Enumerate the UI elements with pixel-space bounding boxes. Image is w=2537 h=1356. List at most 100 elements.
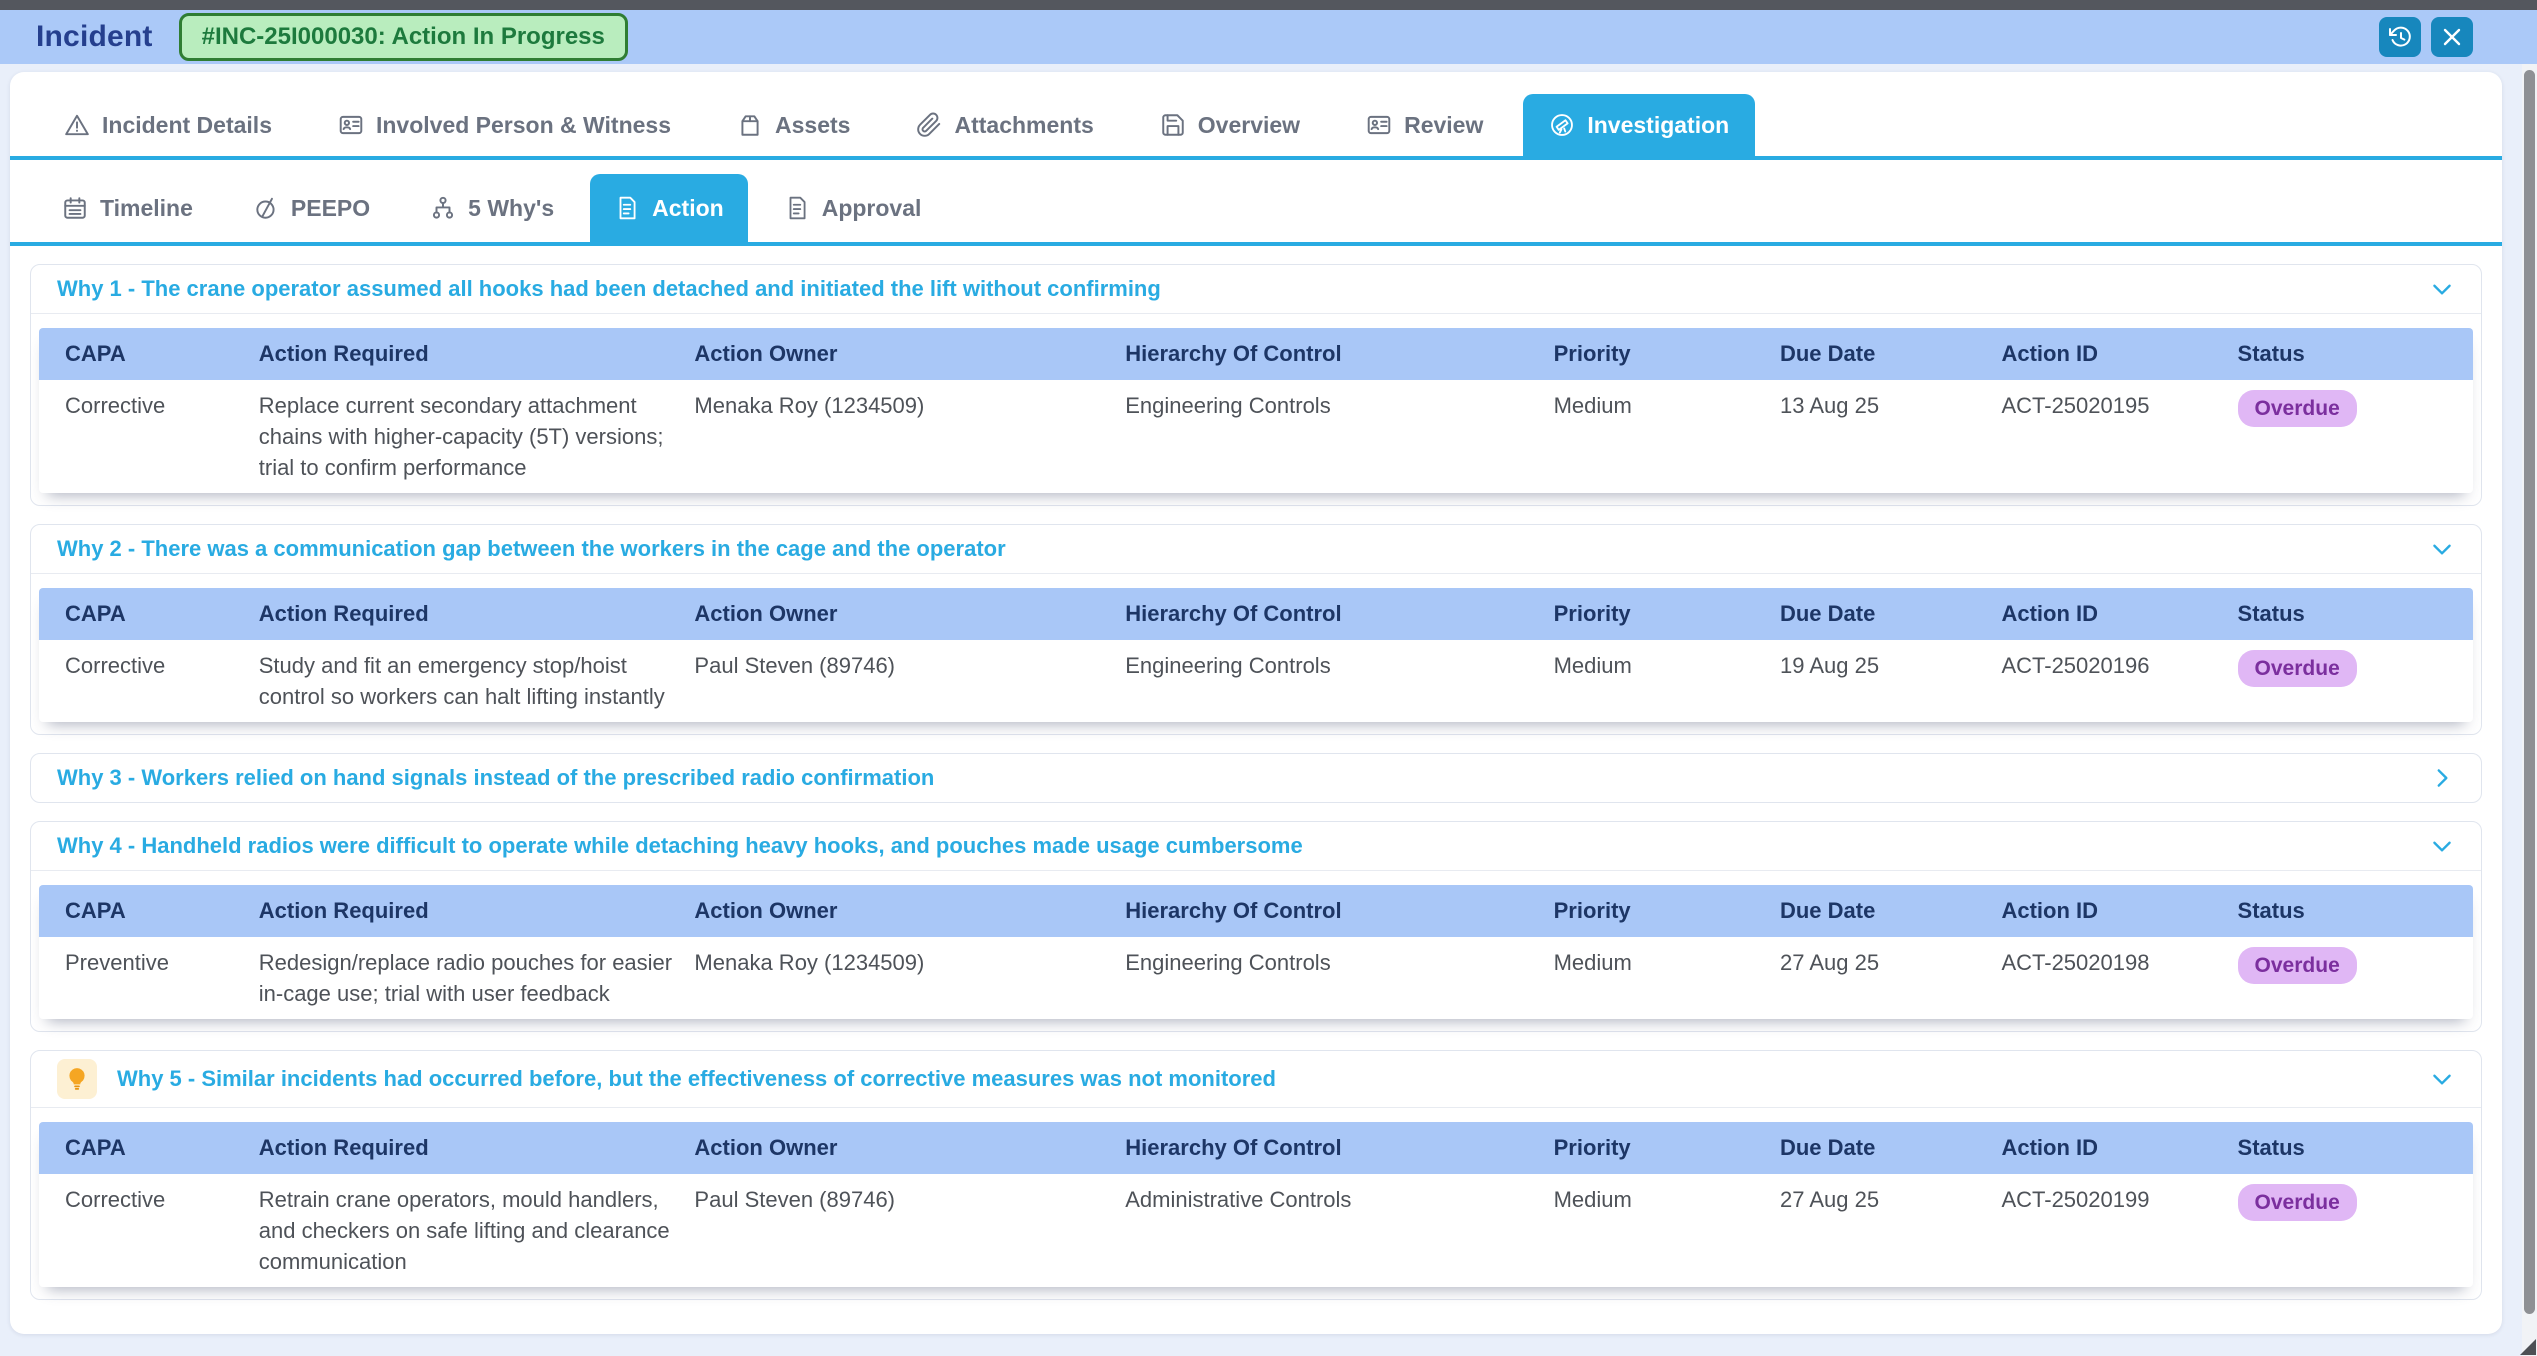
- chevron-down-icon[interactable]: [2429, 1066, 2455, 1092]
- due-date-cell: 19 Aug 25: [1779, 653, 1880, 678]
- col-status: Status: [2237, 601, 2305, 626]
- col-hierarchy-of-control: Hierarchy Of Control: [1125, 601, 1342, 626]
- tab-review[interactable]: Review: [1340, 94, 1509, 156]
- close-button[interactable]: [2431, 17, 2473, 57]
- priority-cell: Medium: [1553, 950, 1632, 975]
- col-capa: CAPA: [65, 341, 126, 366]
- tab-label: Approval: [821, 194, 922, 221]
- chevron-down-icon[interactable]: [2429, 276, 2455, 302]
- col-hierarchy-of-control: Hierarchy Of Control: [1125, 898, 1342, 923]
- document-icon: [619, 196, 636, 220]
- priority-cell: Medium: [1553, 393, 1632, 418]
- status-badge: Overdue: [2237, 947, 2357, 984]
- tab-label: Review: [1404, 111, 1484, 138]
- col-action-required: Action Required: [258, 898, 429, 923]
- col-due-date: Due Date: [1779, 601, 1876, 626]
- col-status: Status: [2237, 898, 2305, 923]
- id-card-icon: [1367, 115, 1391, 135]
- content-area: Incident Details Involved Person & Witne…: [0, 64, 2537, 1356]
- why-4-table: CAPA Action Required Action Owner Hierar…: [39, 885, 2473, 1019]
- tab-label: Attachments: [954, 111, 1094, 138]
- why-1-section: Why 1 - The crane operator assumed all h…: [30, 264, 2482, 506]
- tab-investigation[interactable]: Investigation: [1523, 94, 1756, 156]
- tab-overview[interactable]: Overview: [1134, 94, 1326, 156]
- action-id-cell: ACT-25020196: [2001, 653, 2150, 678]
- col-due-date: Due Date: [1779, 341, 1876, 366]
- incident-card: Incident Details Involved Person & Witne…: [10, 72, 2502, 1334]
- history-button[interactable]: [2379, 17, 2421, 57]
- tab-attachments[interactable]: Attachments: [890, 94, 1119, 156]
- table-row: Corrective Retrain crane operators, moul…: [39, 1174, 2473, 1287]
- status-badge: Overdue: [2237, 1184, 2357, 1221]
- divider: [31, 1107, 2481, 1108]
- action-required-cell: Redesign/replace radio pouches for easie…: [258, 950, 673, 1006]
- why-1-header[interactable]: Why 1 - The crane operator assumed all h…: [31, 265, 2481, 313]
- subtab-timeline[interactable]: Timeline: [38, 174, 217, 242]
- capa-cell: Corrective: [65, 653, 166, 678]
- why-2-header[interactable]: Why 2 - There was a communication gap be…: [31, 525, 2481, 573]
- col-action-required: Action Required: [258, 1135, 429, 1160]
- why-4-section: Why 4 - Handheld radios were difficult t…: [30, 821, 2482, 1032]
- status-cell: Overdue: [2230, 937, 2473, 1019]
- action-owner-cell: Menaka Roy (1234509): [694, 950, 925, 975]
- col-action-owner: Action Owner: [694, 341, 838, 366]
- why-5-header[interactable]: Why 5 - Similar incidents had occurred b…: [31, 1051, 2481, 1107]
- tab-label: Involved Person & Witness: [375, 111, 672, 138]
- capa-cell: Corrective: [65, 1187, 166, 1212]
- vertical-scrollbar[interactable]: [2520, 64, 2537, 1356]
- table-header-row: CAPA Action Required Action Owner Hierar…: [39, 328, 2473, 380]
- col-due-date: Due Date: [1779, 898, 1876, 923]
- table-row: Preventive Redesign/replace radio pouche…: [39, 937, 2473, 1019]
- subtab-peepo[interactable]: PEEPO: [229, 174, 394, 242]
- hierarchy-cell: Engineering Controls: [1125, 393, 1331, 418]
- col-due-date: Due Date: [1779, 1135, 1876, 1160]
- tab-involved-person-witness[interactable]: Involved Person & Witness: [312, 94, 697, 156]
- table-row: Corrective Study and fit an emergency st…: [39, 640, 2473, 722]
- col-action-id: Action ID: [2001, 601, 2099, 626]
- why-3-header[interactable]: Why 3 - Workers relied on hand signals i…: [31, 754, 2481, 802]
- titlebar-actions: [2379, 17, 2473, 57]
- why-5-table: CAPA Action Required Action Owner Hierar…: [39, 1122, 2473, 1287]
- subtab-action[interactable]: Action: [590, 174, 748, 242]
- col-action-owner: Action Owner: [694, 1135, 838, 1160]
- col-action-owner: Action Owner: [694, 898, 838, 923]
- chevron-down-icon[interactable]: [2429, 536, 2455, 562]
- scrollbar-thumb[interactable]: [2524, 70, 2535, 1314]
- col-hierarchy-of-control: Hierarchy Of Control: [1125, 1135, 1342, 1160]
- capa-cell: Preventive: [65, 950, 169, 975]
- priority-cell: Medium: [1553, 653, 1632, 678]
- col-priority: Priority: [1553, 1135, 1631, 1160]
- titlebar: Incident #INC-25I000030: Action In Progr…: [0, 10, 2537, 64]
- tab-incident-details[interactable]: Incident Details: [38, 94, 298, 156]
- status-cell: Overdue: [2230, 1174, 2473, 1287]
- tab-assets[interactable]: Assets: [711, 94, 876, 156]
- window-top-strip: [0, 0, 2537, 10]
- due-date-cell: 13 Aug 25: [1779, 393, 1880, 418]
- due-date-cell: 27 Aug 25: [1779, 1187, 1880, 1212]
- tab-label: Overview: [1197, 111, 1301, 138]
- history-icon: [2388, 25, 2412, 49]
- investigation-sub-tab-bar: Timeline PEEPO 5 Why's Action Approval: [10, 174, 2502, 246]
- table-header-row: CAPA Action Required Action Owner Hierar…: [39, 588, 2473, 640]
- why-2-title: Why 2 - There was a communication gap be…: [57, 536, 1006, 561]
- subtab-approval[interactable]: Approval: [760, 174, 946, 242]
- why-5-section: Why 5 - Similar incidents had occurred b…: [30, 1050, 2482, 1300]
- insight-icon-box: [57, 1059, 97, 1099]
- chevron-right-icon[interactable]: [2429, 765, 2455, 791]
- why-4-header[interactable]: Why 4 - Handheld radios were difficult t…: [31, 822, 2481, 870]
- chevron-down-icon[interactable]: [2429, 833, 2455, 859]
- subtab-5-whys[interactable]: 5 Why's: [406, 174, 578, 242]
- telescope-icon: [1551, 114, 1574, 136]
- divider: [31, 313, 2481, 314]
- col-capa: CAPA: [65, 898, 126, 923]
- why-4-title: Why 4 - Handheld radios were difficult t…: [57, 833, 1303, 858]
- action-id-cell: ACT-25020195: [2001, 393, 2150, 418]
- hierarchy-cell: Engineering Controls: [1125, 653, 1331, 678]
- why-1-title: Why 1 - The crane operator assumed all h…: [57, 276, 1161, 301]
- why-3-section: Why 3 - Workers relied on hand signals i…: [30, 753, 2482, 803]
- why-3-title: Why 3 - Workers relied on hand signals i…: [57, 765, 935, 790]
- col-action-id: Action ID: [2001, 341, 2099, 366]
- status-badge: Overdue: [2237, 650, 2357, 687]
- action-required-cell: Replace current secondary attachment cha…: [258, 393, 664, 480]
- action-owner-cell: Paul Steven (89746): [694, 1187, 895, 1212]
